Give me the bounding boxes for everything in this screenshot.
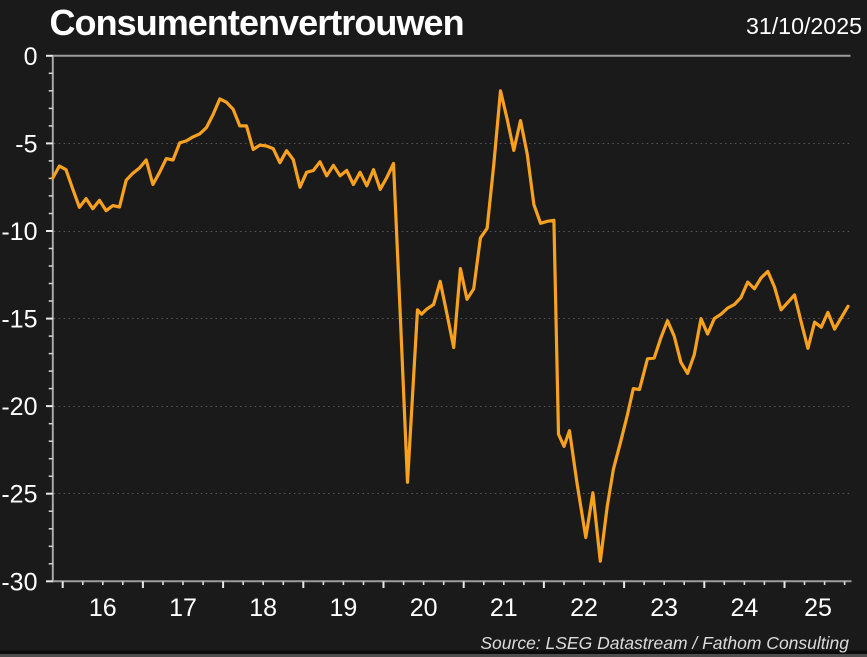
- svg-text:25: 25: [804, 594, 832, 622]
- svg-text:17: 17: [169, 594, 197, 622]
- svg-text:Source: LSEG Datastream / Fath: Source: LSEG Datastream / Fathom Consult…: [480, 633, 849, 653]
- svg-text:-25: -25: [1, 481, 37, 509]
- svg-text:-20: -20: [1, 393, 37, 421]
- svg-text:23: 23: [650, 594, 678, 622]
- svg-text:19: 19: [329, 594, 357, 622]
- svg-text:-15: -15: [1, 306, 37, 334]
- svg-text:0: 0: [24, 43, 38, 71]
- svg-text:18: 18: [249, 594, 277, 622]
- svg-text:16: 16: [89, 594, 117, 622]
- svg-text:22: 22: [570, 594, 598, 622]
- svg-text:-30: -30: [1, 568, 37, 596]
- svg-text:24: 24: [730, 594, 758, 622]
- svg-text:20: 20: [410, 594, 438, 622]
- svg-text:Consumentenvertrouwen: Consumentenvertrouwen: [50, 2, 464, 43]
- svg-text:31/10/2025: 31/10/2025: [746, 13, 862, 39]
- svg-text:-10: -10: [1, 218, 37, 246]
- svg-text:21: 21: [490, 594, 518, 622]
- svg-text:-5: -5: [15, 130, 37, 158]
